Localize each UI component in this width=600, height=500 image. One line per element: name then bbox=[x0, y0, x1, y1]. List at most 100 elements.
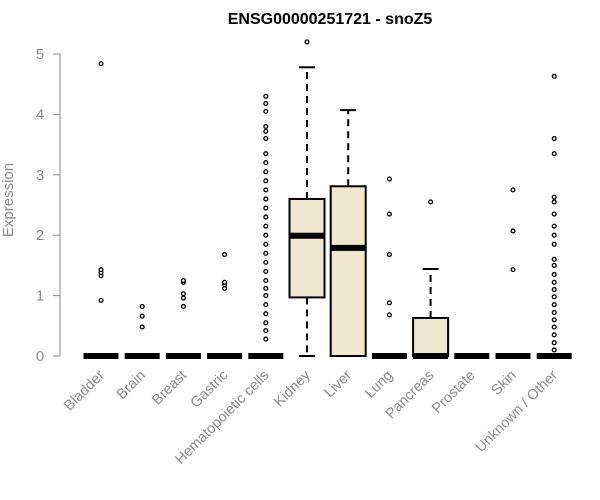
outlier-point-hematopoietic-cells-23 bbox=[263, 128, 269, 134]
outlier-point-unknown-other-3 bbox=[551, 324, 557, 330]
outlier-point-hematopoietic-cells-7 bbox=[263, 277, 269, 284]
box-hematopoietic-cells bbox=[248, 93, 284, 359]
chart-title: ENSG00000251721 - snoZ5 bbox=[228, 11, 433, 28]
outlier-point-hematopoietic-cells-11 bbox=[263, 241, 269, 247]
y-tick-label-1: 1 bbox=[36, 288, 44, 305]
outlier-point-hematopoietic-cells-16 bbox=[263, 196, 269, 202]
outlier-point-hematopoietic-cells-9 bbox=[263, 259, 269, 265]
outlier-point-unknown-other-7 bbox=[551, 294, 557, 300]
box-body-pancreas bbox=[412, 316, 450, 357]
outlier-point-unknown-other-17 bbox=[551, 199, 557, 205]
outlier-point-skin-0 bbox=[510, 267, 516, 273]
outlier-point-unknown-other-1 bbox=[551, 340, 557, 346]
outlier-point-hematopoietic-cells-15 bbox=[263, 205, 269, 211]
box-skin bbox=[495, 187, 531, 359]
outlier-point-hematopoietic-cells-25 bbox=[263, 108, 269, 114]
outlier-point-hematopoietic-cells-1 bbox=[263, 328, 269, 334]
box-brain bbox=[124, 303, 160, 359]
outlier-point-unknown-other-2 bbox=[551, 332, 557, 338]
outlier-point-breast-0 bbox=[180, 303, 186, 310]
outlier-point-hematopoietic-cells-24 bbox=[263, 123, 269, 130]
x-tick-label-prostate: Prostate bbox=[429, 368, 478, 417]
outlier-point-unknown-other-10 bbox=[551, 271, 557, 278]
outlier-point-hematopoietic-cells-2 bbox=[263, 320, 269, 326]
x-tick-label-brain: Brain bbox=[114, 368, 149, 403]
outlier-point-unknown-other-21 bbox=[551, 73, 557, 79]
outlier-point-unknown-other-6 bbox=[551, 302, 557, 308]
box-plot-series bbox=[83, 39, 572, 359]
outlier-point-unknown-other-20 bbox=[551, 136, 557, 142]
outlier-point-unknown-other-0 bbox=[551, 347, 557, 353]
outlier-point-brain-1 bbox=[139, 313, 145, 319]
outlier-point-lung-0 bbox=[386, 312, 392, 318]
outlier-point-unknown-other-16 bbox=[551, 211, 557, 217]
x-tick-label-bladder: Bladder bbox=[61, 367, 108, 414]
outlier-point-lung-4 bbox=[386, 176, 392, 182]
outlier-point-breast-1 bbox=[180, 295, 186, 301]
outlier-point-hematopoietic-cells-26 bbox=[263, 100, 269, 107]
outlier-point-hematopoietic-cells-22 bbox=[263, 136, 269, 142]
outlier-point-pancreas-0 bbox=[428, 199, 434, 205]
x-tick-label-kidney: Kidney bbox=[271, 367, 314, 410]
outlier-point-hematopoietic-cells-20 bbox=[263, 160, 269, 166]
outlier-point-hematopoietic-cells-17 bbox=[263, 187, 269, 193]
outlier-point-unknown-other-14 bbox=[551, 232, 557, 238]
outlier-point-unknown-other-15 bbox=[551, 223, 557, 229]
outlier-point-kidney-0 bbox=[304, 39, 310, 45]
outlier-point-hematopoietic-cells-10 bbox=[263, 250, 269, 256]
outlier-point-hematopoietic-cells-3 bbox=[263, 311, 269, 317]
y-axis: 0 1 2 3 4 5 bbox=[36, 46, 61, 365]
box-unknown-other bbox=[536, 73, 572, 359]
outlier-point-brain-0 bbox=[139, 324, 145, 330]
outlier-point-breast-2 bbox=[180, 291, 186, 297]
outlier-point-hematopoietic-cells-5 bbox=[263, 293, 269, 299]
box-kidney bbox=[288, 39, 326, 357]
outlier-point-hematopoietic-cells-4 bbox=[263, 302, 269, 308]
y-axis-label: Expression bbox=[0, 163, 17, 237]
outlier-point-unknown-other-9 bbox=[551, 279, 557, 285]
x-tick-label-liver: Liver bbox=[321, 367, 355, 401]
outlier-point-hematopoietic-cells-6 bbox=[263, 285, 269, 291]
outlier-point-hematopoietic-cells-19 bbox=[263, 169, 269, 175]
box-body-liver bbox=[329, 185, 367, 357]
outlier-point-unknown-other-19 bbox=[551, 151, 557, 157]
outlier-point-hematopoietic-cells-14 bbox=[263, 214, 269, 220]
outlier-point-skin-2 bbox=[510, 187, 516, 193]
box-gastric bbox=[207, 251, 243, 359]
outlier-point-breast-4 bbox=[180, 277, 186, 284]
outlier-point-bladder-4 bbox=[98, 61, 104, 67]
y-tick-label-5: 5 bbox=[36, 46, 44, 63]
outlier-point-gastric-3 bbox=[222, 251, 228, 258]
outlier-point-bladder-3 bbox=[98, 267, 104, 273]
outlier-point-hematopoietic-cells-8 bbox=[263, 268, 269, 274]
x-tick-label-breast: Breast bbox=[149, 368, 190, 409]
box-breast bbox=[165, 277, 201, 359]
outlier-point-lung-2 bbox=[386, 251, 392, 258]
x-tick-label-skin: Skin bbox=[489, 368, 520, 399]
x-tick-label-lung: Lung bbox=[362, 368, 396, 402]
outlier-point-unknown-other-18 bbox=[551, 194, 557, 200]
box-body-kidney bbox=[288, 197, 326, 299]
box-bladder bbox=[83, 61, 119, 359]
outlier-point-hematopoietic-cells-27 bbox=[263, 93, 269, 99]
outlier-point-unknown-other-8 bbox=[551, 287, 557, 293]
box-lung bbox=[371, 176, 407, 359]
y-tick-label-0: 0 bbox=[36, 348, 44, 365]
y-tick-label-2: 2 bbox=[36, 227, 44, 244]
y-tick-label-4: 4 bbox=[36, 106, 44, 123]
outlier-point-skin-1 bbox=[510, 228, 516, 234]
box-liver bbox=[329, 109, 367, 357]
outlier-point-hematopoietic-cells-12 bbox=[263, 232, 269, 238]
outlier-point-unknown-other-5 bbox=[551, 309, 557, 316]
outlier-point-hematopoietic-cells-13 bbox=[263, 223, 269, 229]
outlier-point-gastric-2 bbox=[222, 279, 228, 285]
outlier-point-unknown-other-13 bbox=[551, 241, 557, 247]
outlier-point-unknown-other-4 bbox=[551, 317, 557, 323]
outlier-point-lung-3 bbox=[386, 211, 392, 217]
outlier-point-lung-1 bbox=[386, 300, 392, 306]
y-tick-label-3: 3 bbox=[36, 167, 44, 184]
outlier-point-unknown-other-11 bbox=[551, 262, 557, 268]
outlier-point-hematopoietic-cells-21 bbox=[263, 151, 269, 157]
